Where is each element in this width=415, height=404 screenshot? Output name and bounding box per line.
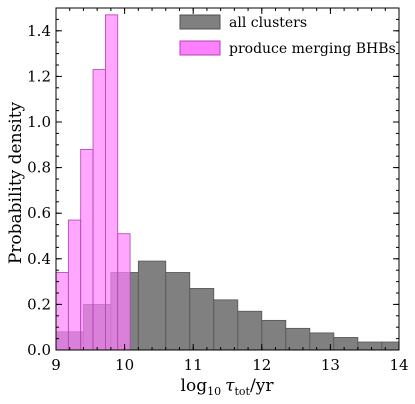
- axis-ticks: 9 10 11 12 13 14 0.0 0.2 0.4 0.6 0.8 1.0 1.2 1.4: [27, 7, 409, 374]
- legend-swatch-merging-bhbs: [179, 40, 221, 56]
- merging-bhbs-bar-3: [92, 69, 106, 351]
- y-tick-label-4: 0.8: [27, 159, 51, 177]
- x-tick-label-5: 14: [389, 356, 408, 374]
- legend-swatch-all-clusters: [179, 14, 221, 30]
- all-clusters-bar-13: [381, 341, 400, 351]
- x-axis-label-base: 10: [207, 385, 221, 398]
- all-clusters-bar-9: [285, 327, 311, 351]
- x-axis-label: log10 τtot/yr: [181, 376, 275, 398]
- y-tick-label-5: 1.0: [27, 113, 51, 131]
- all-clusters-bar-4: [165, 272, 191, 351]
- x-tick-label-2: 11: [184, 356, 203, 374]
- merging-bhbs-bar-4: [104, 14, 119, 351]
- x-tick-label-3: 12: [252, 356, 271, 374]
- y-axis-label: Probability density: [6, 101, 26, 264]
- y-tick-label-2: 0.4: [27, 250, 51, 268]
- legend-label-merging-bhbs: produce merging BHBs: [229, 41, 396, 57]
- x-axis-label-log: log: [181, 376, 208, 396]
- all-clusters-bar-7: [237, 310, 263, 351]
- x-tick-label-4: 13: [321, 356, 340, 374]
- x-tick-label-1: 10: [115, 356, 134, 374]
- all-clusters-bar-8: [261, 319, 287, 351]
- all-clusters-bar-5: [189, 288, 215, 351]
- merging-bhbs-bar-5: [117, 233, 131, 351]
- all-clusters-bar-6: [213, 299, 239, 351]
- x-axis-label-tau: τ: [225, 376, 235, 396]
- legend-label-all-clusters: all clusters: [229, 15, 307, 31]
- merging-bhbs-bar-1: [67, 219, 82, 351]
- x-axis-label-tau-sub: tot: [235, 385, 251, 398]
- y-tick-label-3: 0.6: [27, 204, 51, 222]
- legend: all clusters produce merging BHBs: [179, 14, 396, 57]
- y-tick-label-1: 0.2: [27, 295, 51, 313]
- y-tick-label-0: 0.0: [27, 341, 51, 359]
- all-clusters-bar-12: [357, 341, 383, 351]
- y-tick-label-6: 1.2: [27, 67, 51, 85]
- all-clusters-bar-3: [137, 260, 167, 351]
- x-axis-label-unit: /yr: [250, 376, 274, 396]
- y-tick-label-7: 1.4: [27, 22, 51, 40]
- x-tick-label-0: 9: [51, 356, 61, 374]
- all-clusters-bar-11: [333, 337, 359, 351]
- merging-bhbs-bars: [55, 14, 131, 351]
- merging-bhbs-bar-2: [80, 148, 94, 351]
